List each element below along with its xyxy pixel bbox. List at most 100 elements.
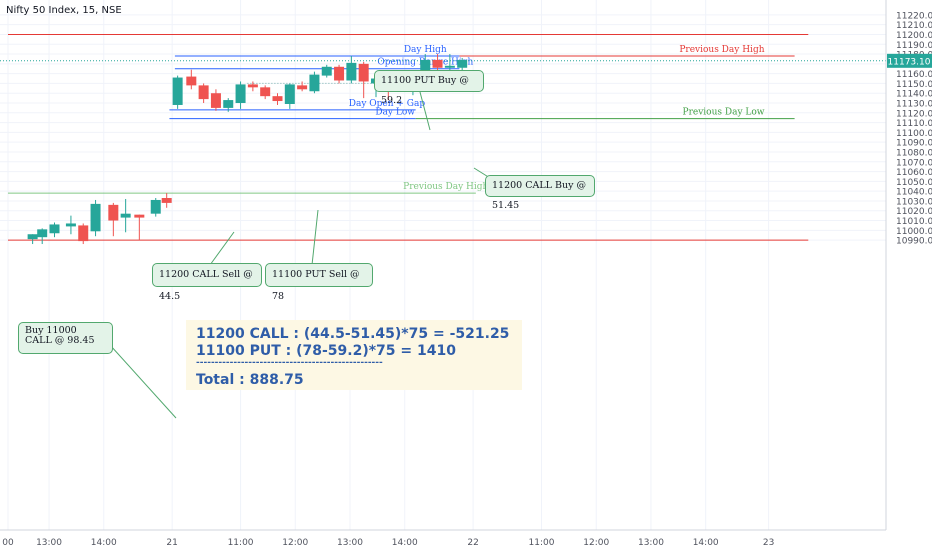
put-buy-callout: 11100 PUT Buy @ 59.2: [374, 70, 484, 106]
x-tick-label: 13:00: [36, 538, 62, 548]
callout-pointer: [311, 209, 319, 266]
candle-body: [49, 224, 60, 234]
x-tick-label: 00: [2, 538, 14, 548]
y-tick-label: 11220.00: [896, 11, 932, 21]
candle: [172, 75, 183, 109]
candle-body: [321, 66, 332, 76]
y-tick-label: 11000.00: [896, 227, 932, 237]
y-tick-label: 11090.00: [896, 139, 932, 149]
x-tick-label: 13:00: [638, 538, 664, 548]
x-tick-label: 11:00: [228, 538, 254, 548]
candle: [272, 93, 283, 105]
candle: [223, 98, 234, 112]
y-tick-label: 11120.00: [896, 109, 932, 119]
candle: [161, 193, 172, 208]
x-tick-label: 14:00: [91, 538, 117, 548]
y-tick-label: 11110.00: [896, 119, 932, 129]
level-label-day-low: Day Low: [375, 108, 415, 118]
candle: [358, 61, 369, 99]
candle: [334, 64, 345, 84]
candle-body: [457, 59, 468, 68]
x-tick-label: 14:00: [693, 538, 719, 548]
callout-pointer: [209, 231, 235, 266]
candle-body: [198, 85, 209, 100]
candle: [297, 81, 308, 92]
candle: [346, 56, 357, 84]
level-label-day-high: Day High: [404, 45, 447, 55]
x-tick-label: 11:00: [529, 538, 555, 548]
pnl-total: Total : 888.75: [196, 372, 304, 388]
y-tick-label: 11010.00: [896, 217, 932, 227]
candle-body: [235, 84, 246, 104]
candle: [198, 83, 209, 104]
x-tick-label: 12:00: [583, 538, 609, 548]
y-tick-label: 10990.00: [896, 237, 932, 247]
level-label-prev-day-high-old: Previous Day High: [403, 182, 488, 192]
y-tick-label: 11150.00: [896, 80, 932, 90]
candle: [78, 223, 89, 245]
y-tick-label: 11060.00: [896, 168, 932, 178]
candle-body: [210, 93, 221, 108]
call-initial-callout: Buy 11000 CALL @ 98.45: [18, 322, 113, 354]
candle: [150, 198, 161, 217]
y-tick-label: 11210.00: [896, 21, 932, 31]
candle: [37, 228, 48, 245]
put-sell-callout: 11100 PUT Sell @ 78: [265, 263, 373, 302]
candle-body: [432, 59, 443, 68]
last-price-badge-bg: [887, 53, 932, 68]
candle: [260, 85, 271, 100]
candle: [65, 215, 76, 235]
y-tick-label: 11040.00: [896, 188, 932, 198]
pnl-line-1: 11200 CALL : (44.5-51.45)*75 = -521.25: [196, 326, 510, 342]
pnl-summary: 11200 CALL : (44.5-51.45)*75 = -521.25 1…: [186, 320, 522, 390]
x-tick-label: 14:00: [392, 538, 418, 548]
y-tick-label: 11070.00: [896, 158, 932, 168]
candle-body: [37, 229, 48, 238]
candle-body: [420, 59, 431, 72]
y-tick-label: 11200.00: [896, 31, 932, 41]
candle-body: [161, 198, 172, 203]
candle-body: [444, 65, 455, 68]
candle-body: [90, 203, 101, 232]
y-tick-label: 11020.00: [896, 207, 932, 217]
y-tick-label: 11030.00: [896, 197, 932, 207]
y-tick-label: 11080.00: [896, 148, 932, 158]
y-tick-label: 11160.00: [896, 70, 932, 80]
candle-body: [78, 225, 89, 242]
y-tick-label: 11130.00: [896, 100, 932, 110]
y-tick-label: 11050.00: [896, 178, 932, 188]
candle-body: [186, 76, 197, 86]
candle: [247, 81, 258, 92]
candle-body: [272, 96, 283, 102]
y-tick-label: 11100.00: [896, 129, 932, 139]
level-label-prev-day-low: Previous Day Low: [683, 108, 765, 118]
candle: [49, 222, 60, 238]
callout-pointer: [109, 344, 177, 419]
callout-pointer: [419, 91, 431, 131]
last-price-label: 11173.10: [888, 57, 931, 67]
candle-body: [150, 199, 161, 214]
candle: [309, 71, 320, 94]
candle: [120, 198, 131, 233]
candle-body: [284, 84, 295, 104]
candle: [235, 81, 246, 109]
candle-body: [120, 213, 131, 218]
candle-body: [65, 223, 76, 227]
candle: [134, 214, 145, 241]
symbol-title: Nifty 50 Index, 15, NSE: [6, 5, 122, 16]
candle-body: [334, 66, 345, 81]
candle-body: [134, 214, 145, 218]
candle: [321, 64, 332, 78]
candle-body: [247, 84, 258, 88]
x-tick-label: 21: [166, 538, 177, 548]
candle-body: [309, 74, 320, 92]
level-label-prev-day-high: Previous Day High: [679, 45, 764, 55]
candle: [90, 199, 101, 237]
last-price-badge: 11173.10: [887, 53, 932, 68]
x-tick-label: 22: [467, 538, 478, 548]
candle-body: [223, 100, 234, 108]
candle: [210, 89, 221, 111]
level-label-day-open-gap: Day Open + Gap: [349, 99, 426, 109]
